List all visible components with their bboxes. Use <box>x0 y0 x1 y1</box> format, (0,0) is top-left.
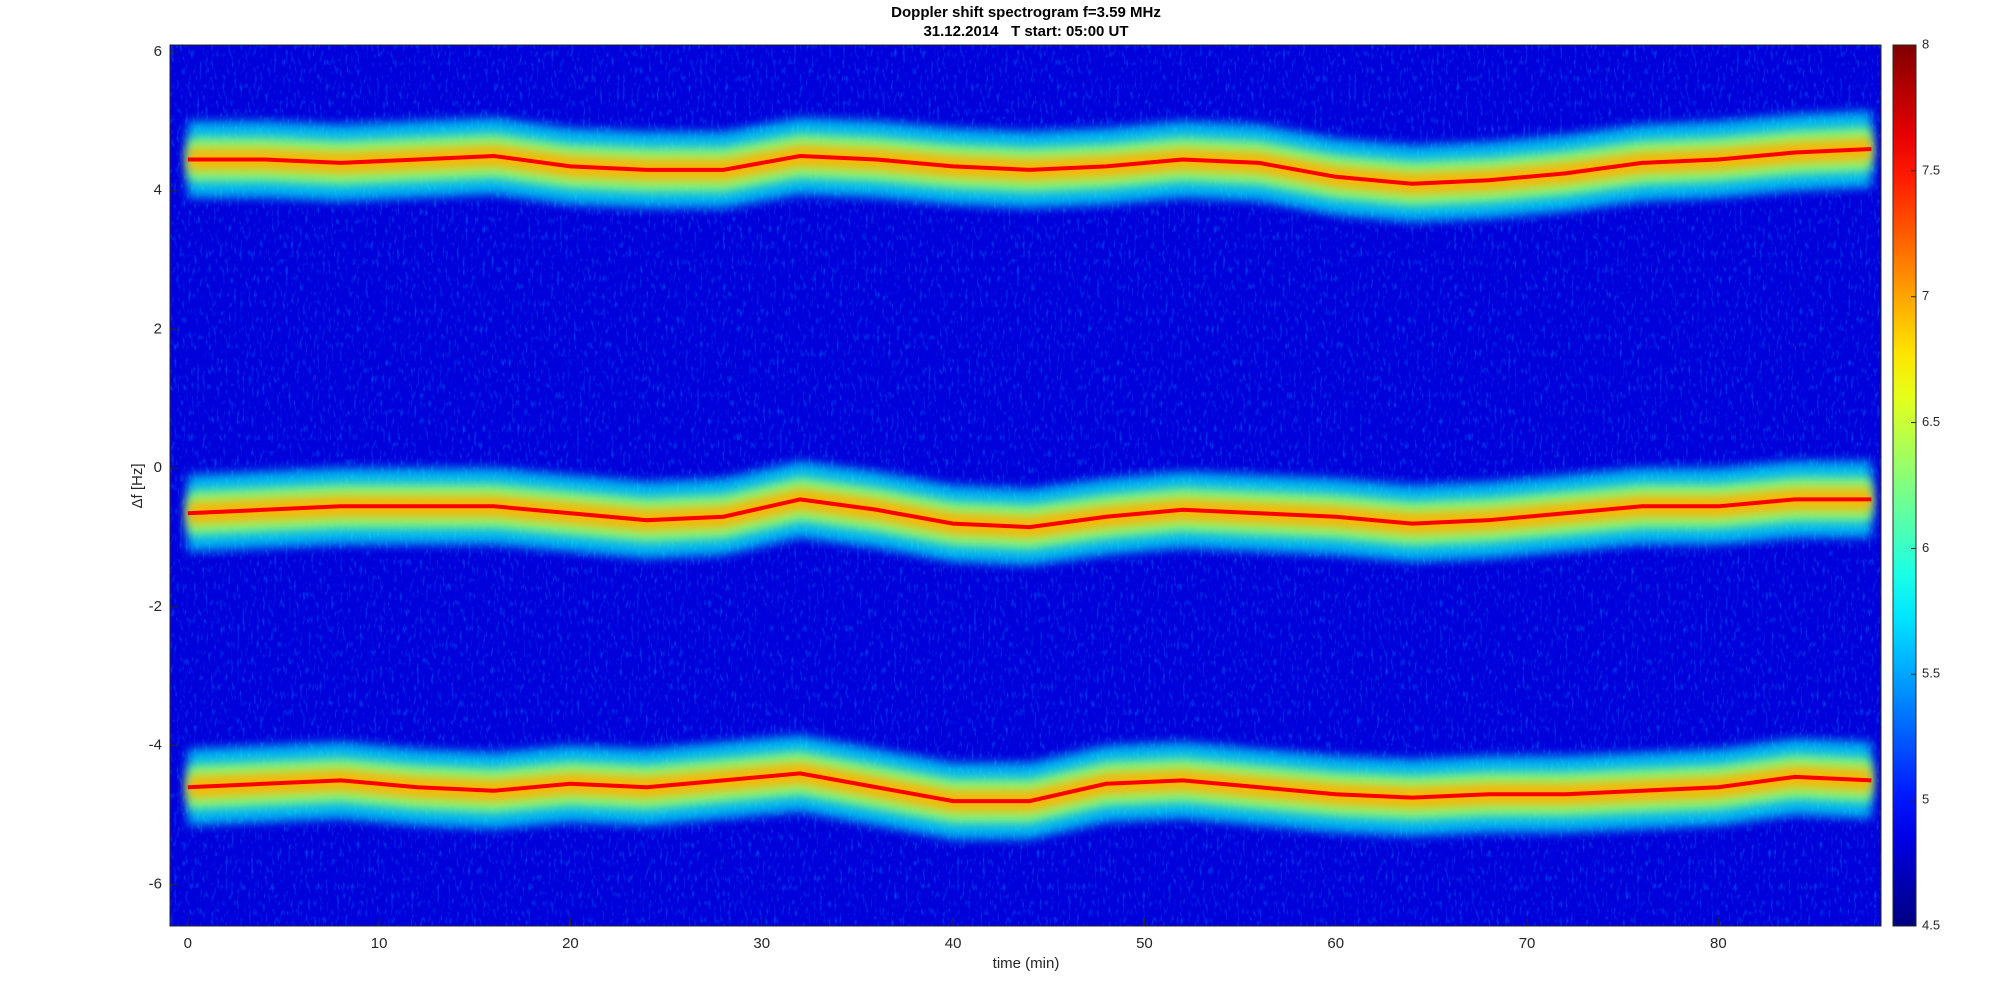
x-tick-label: 10 <box>371 935 388 952</box>
y-tick-label: 2 <box>154 320 162 337</box>
x-tick-label: 50 <box>1136 935 1153 952</box>
ridge-line <box>187 147 1872 186</box>
colorbar-tick-label: 8 <box>1922 36 1929 51</box>
ridge-line <box>187 497 1872 530</box>
x-tick-label: 20 <box>562 935 579 952</box>
x-tick-label: 40 <box>945 935 962 952</box>
colorbar-tick-label: 5.5 <box>1922 666 1940 681</box>
colorbar-tick-label: 5 <box>1922 792 1929 807</box>
x-tick-label: 0 <box>184 935 192 952</box>
plot-frame <box>169 44 1882 927</box>
y-tick-label: 0 <box>154 459 162 476</box>
x-tick-label: 80 <box>1710 935 1727 952</box>
y-tick-label: -4 <box>149 737 162 754</box>
x-tick-label: 60 <box>1327 935 1344 952</box>
y-tick-label: 6 <box>154 43 162 60</box>
x-tick-label: 70 <box>1519 935 1536 952</box>
colorbar-tick-label: 4.5 <box>1922 917 1940 932</box>
colorbar-tick-label: 7 <box>1922 288 1929 303</box>
ridge-line <box>187 771 1872 804</box>
colorbar-tick-label: 6 <box>1922 540 1929 555</box>
y-tick-label: -2 <box>149 598 162 615</box>
y-tick-label: -6 <box>149 875 162 892</box>
colorbar-tick-label: 6.5 <box>1922 414 1940 429</box>
colorbar-tick-label: 7.5 <box>1922 162 1940 177</box>
y-axis-label: Δf [Hz] <box>129 463 146 508</box>
plot-area <box>170 45 1881 926</box>
chart-subtitle: 31.12.2014 T start: 05:00 UT <box>923 23 1128 40</box>
colorbar <box>1892 44 1917 927</box>
x-tick-label: 30 <box>753 935 770 952</box>
chart-title: Doppler shift spectrogram f=3.59 MHz <box>891 4 1161 21</box>
band-glow <box>187 488 1872 539</box>
band-glow <box>187 762 1872 813</box>
y-tick-label: 4 <box>154 182 162 199</box>
x-axis-label: time (min) <box>993 955 1060 972</box>
